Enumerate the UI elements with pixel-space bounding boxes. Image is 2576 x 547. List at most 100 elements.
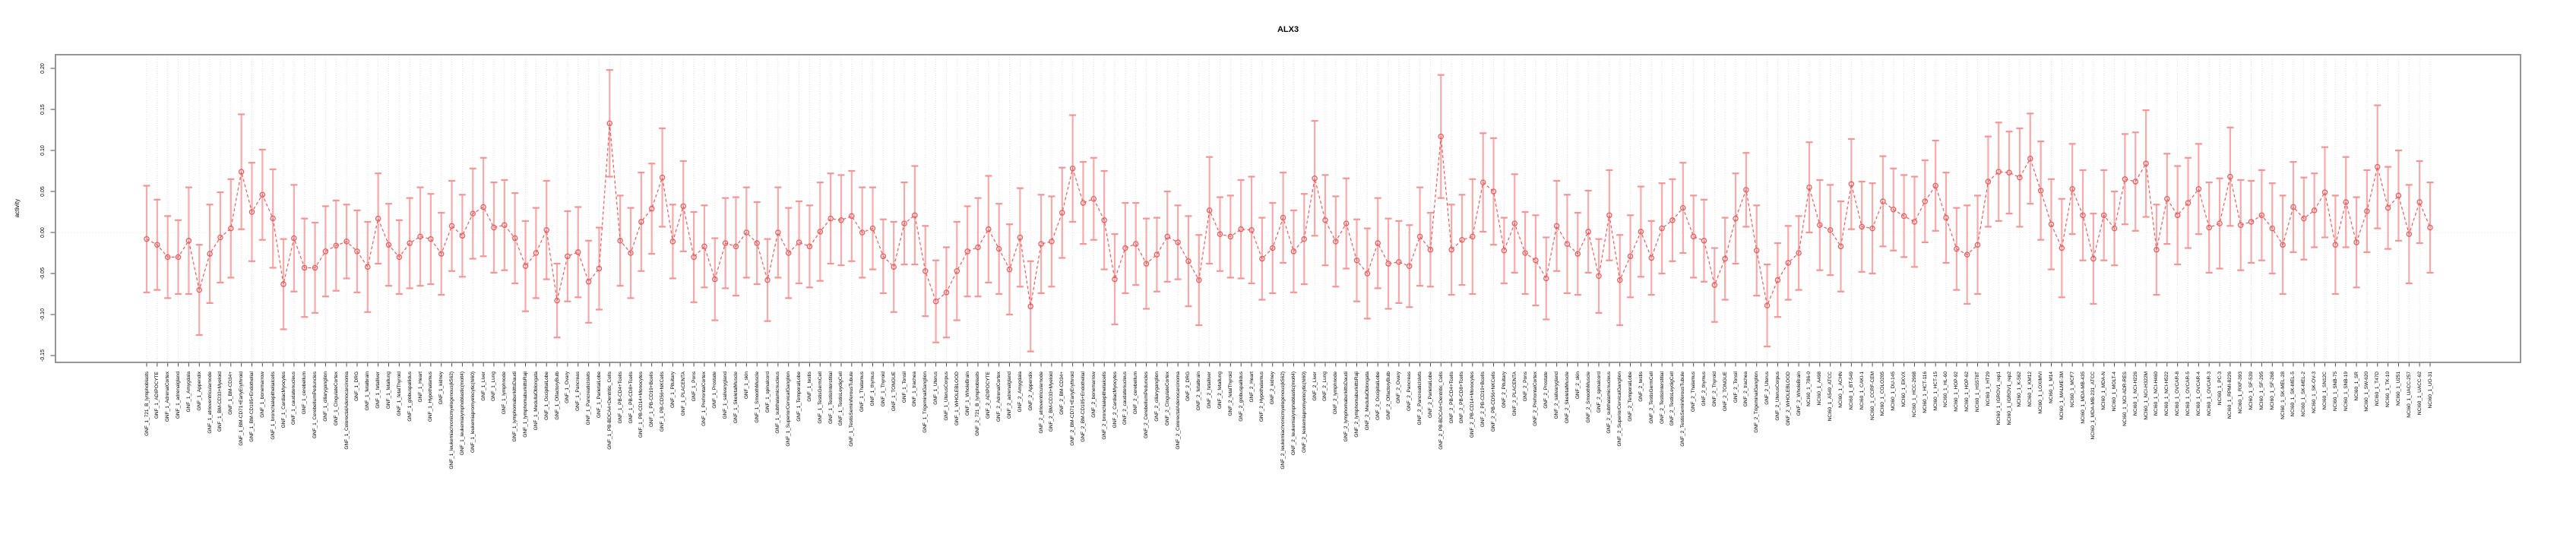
data-point — [554, 297, 560, 304]
x-tick-label: GNF_2_PB-BDCA4+Dentritic_Cells — [1438, 372, 1444, 450]
data-point — [154, 242, 160, 248]
data-point — [1774, 277, 1781, 283]
data-point — [775, 229, 781, 236]
x-tick-label: GNF_2_Pituitary — [1501, 372, 1507, 409]
data-point — [1553, 223, 1560, 229]
x-tick-label: GNF_1_BM-CD71+EarlyErythroid — [239, 372, 245, 446]
data-point — [2080, 212, 2086, 219]
data-point — [2343, 199, 2349, 205]
x-tick-label: NCI60_1_SK-MEL-28 — [2280, 372, 2286, 419]
x-tick-label: GNF_1_salivarygland — [723, 372, 729, 419]
data-point — [2248, 219, 2255, 225]
data-point — [1238, 226, 1244, 232]
data-point — [1985, 179, 1992, 185]
x-tick-label: GNF_1_ParietalLobe — [596, 372, 602, 419]
data-point — [1101, 217, 1107, 223]
x-tick-label: GNF_2_atrioventricularnode — [1038, 372, 1044, 434]
x-tick-label: GNF_2_Pons — [1522, 372, 1528, 402]
x-tick-label: NCI60_1_MCF7 — [2069, 372, 2075, 407]
x-tick-label: GNF_2_OccipitalLobe — [1375, 372, 1381, 420]
x-tick-label: GNF_1_fetalliver — [375, 372, 381, 409]
x-tick-label: GNF_1_Tonsil — [901, 372, 907, 403]
x-tick-label: GNF_1_DRG — [354, 372, 360, 402]
data-point — [312, 264, 318, 271]
x-tick-label: NCI60_1_M14 — [2048, 372, 2054, 403]
y-tick-label: 0.05 — [40, 186, 46, 197]
x-tick-label: GNF_2_leukemiachronicmyelogenous(k562) — [1280, 372, 1286, 470]
data-point — [2395, 192, 2402, 199]
data-point — [1564, 241, 1571, 247]
x-tick-label: GNF_1_ColorectalAdenocarcinoma — [343, 372, 350, 450]
x-tick-label: NCI60_1_HOP-62 — [1964, 372, 1970, 412]
data-point — [638, 219, 644, 225]
x-tick-label: NCI60_1_DU-145 — [1891, 372, 1897, 411]
x-tick-label: GNF_2_WHOLEBLOOD — [1785, 372, 1791, 426]
data-point — [1049, 239, 1055, 245]
data-point — [1175, 239, 1181, 245]
data-point — [2385, 204, 2391, 211]
data-point — [270, 215, 276, 222]
x-tick-label: GNF_1_globuspallidus — [407, 372, 413, 422]
x-tick-label: GNF_2_Pancreas — [1407, 372, 1413, 412]
x-tick-label: GNF_1_bonemarrow — [259, 372, 265, 418]
data-point — [459, 232, 466, 239]
x-tick-label: GNF_1_PLACENTA — [680, 372, 686, 416]
x-tick-label: GNF_1_testis — [806, 372, 812, 402]
data-point — [1511, 220, 1517, 226]
data-point — [712, 276, 718, 283]
data-point — [901, 220, 907, 226]
data-point — [1501, 248, 1508, 254]
x-tick-label: GNF_1_skin — [743, 372, 749, 400]
data-point — [1616, 277, 1623, 283]
data-point — [2280, 242, 2286, 248]
data-point — [1280, 214, 1286, 221]
data-point — [1375, 240, 1381, 246]
data-point — [954, 268, 960, 274]
x-tick-label: NCI60_1_IGROV1_rep1 — [1995, 372, 2002, 425]
data-point — [2111, 225, 2118, 232]
data-point — [1227, 233, 1234, 240]
data-point — [1954, 245, 1960, 252]
x-tick-label: NCI60_1_LOXIMVI — [2038, 372, 2044, 414]
data-point — [1995, 169, 2002, 175]
x-tick-label: GNF_1_BM-CD105+Endothelial — [248, 372, 255, 442]
x-tick-label: NCI60_1_OVCAR-4 — [2195, 372, 2201, 416]
data-point — [1112, 276, 1118, 283]
x-tick-label: GNF_1_fetalbrain — [365, 372, 371, 411]
x-tick-label: GNF_2_BM-CD105+Endothelial — [1080, 372, 1086, 442]
data-point — [743, 229, 750, 236]
x-tick-label: NCI60_1_SNB-19 — [2343, 372, 2349, 412]
x-tick-label: GNF_1_adrenalgland — [176, 372, 182, 419]
data-point — [849, 213, 855, 220]
x-tick-label: GNF_1_Pancreas — [575, 372, 581, 412]
data-point — [796, 239, 802, 245]
x-tick-label: GNF_1_PB-BDCA4+Dentritic_Cells — [606, 372, 612, 450]
data-point — [1154, 251, 1160, 258]
data-point — [1859, 223, 1865, 230]
x-tick-label: NCI60_1_NCI-H322M — [2143, 372, 2149, 420]
x-tick-label: GNF_2_spinalcord — [1596, 372, 1602, 413]
x-tick-label: GNF_2_WholeBrain — [1796, 372, 1802, 416]
data-point — [1122, 245, 1128, 251]
x-tick-label: NCI60_1_ACHN — [1838, 372, 1844, 408]
y-axis-label: activity — [14, 198, 21, 218]
data-point — [995, 245, 1002, 252]
x-tick-label: GNF_2_Thyroid — [1711, 372, 1717, 407]
x-tick-label: NCI60_1_SF-539 — [2248, 372, 2255, 410]
x-tick-label: GNF_1_CardiacMyocytes — [280, 372, 286, 428]
x-tick-label: GNF_1_PrefrontalCortex — [701, 372, 707, 426]
x-tick-label: NCI60_1_HOP-92 — [1954, 372, 1960, 412]
x-tick-label: NCI60_1_SR — [2353, 372, 2359, 401]
x-tick-label: GNF_2_Prostate — [1543, 372, 1549, 409]
x-tick-label: GNF_2_PancreaticIslets — [1417, 372, 1423, 425]
data-point — [1848, 181, 1855, 188]
data-point — [869, 225, 876, 232]
data-point — [543, 227, 549, 233]
x-tick-label: NCI60_1_PC-3 — [2217, 372, 2223, 406]
x-tick-label: NCI60_1_MOLT-4 — [2112, 372, 2118, 412]
data-point — [1385, 261, 1391, 267]
data-point — [470, 210, 476, 217]
x-tick-label: NCI60_1_SF-295 — [2258, 372, 2264, 410]
data-point — [2100, 212, 2107, 219]
x-tick-label: GNF_1_leukemialymphoblastic(molt4) — [459, 372, 465, 456]
